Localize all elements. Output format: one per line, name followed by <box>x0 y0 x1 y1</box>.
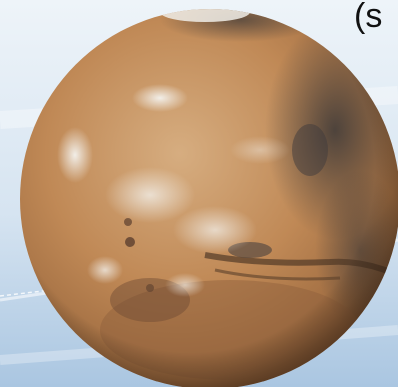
slide-title-fragment: (s <box>354 0 383 35</box>
